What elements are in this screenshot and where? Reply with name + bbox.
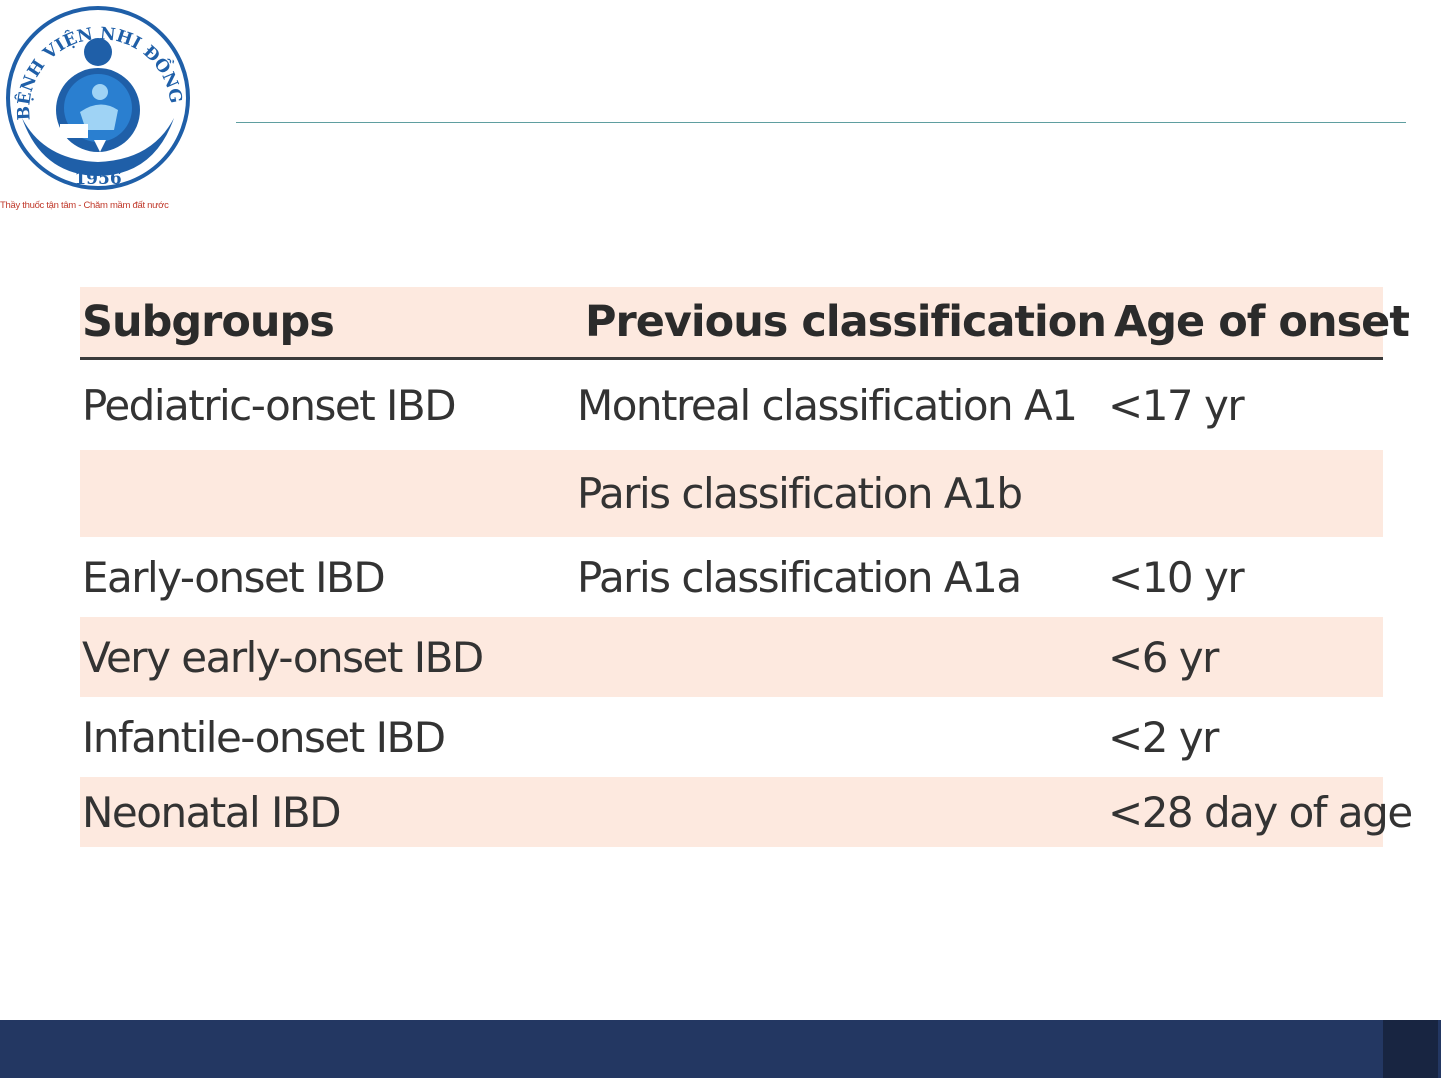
table-row: Infantile-onset IBD <2 yr (80, 697, 1383, 777)
header-previous-classification: Previous classification (585, 297, 1107, 347)
age-cell: <17 yr (1108, 380, 1245, 430)
table-row: Early-onset IBD Paris classification A1a… (80, 537, 1383, 617)
table-row: Pediatric-onset IBD Montreal classificat… (80, 360, 1383, 450)
ibd-classification-table: Subgroups Previous classification Age of… (80, 287, 1413, 847)
classification-cell: Montreal classification A1 (577, 380, 1078, 430)
header-divider (236, 122, 1406, 123)
footer-corner-block (1383, 1020, 1438, 1078)
logo-tagline: Thầy thuốc tận tâm - Chăm mầm đất nước (0, 200, 169, 211)
hospital-logo-emblem: BỆNH VIỆN NHI ĐỒNG I 1956 (2, 0, 190, 190)
age-cell: <10 yr (1108, 552, 1245, 602)
table-header-row: Subgroups Previous classification Age of… (80, 287, 1410, 360)
subgroup-cell: Early-onset IBD (82, 552, 386, 602)
header-age-of-onset: Age of onset (1114, 297, 1410, 347)
classification-cell: Paris classification A1b (577, 469, 1023, 518)
age-cell: <28 day of age (1108, 787, 1413, 837)
logo-year: 1956 (74, 169, 121, 189)
age-cell: <6 yr (1108, 632, 1219, 682)
footer-bar (0, 1020, 1441, 1078)
classification-cell: Paris classification A1a (577, 552, 1022, 602)
subgroup-cell: Pediatric-onset IBD (82, 380, 457, 430)
subgroup-cell: Infantile-onset IBD (82, 712, 446, 762)
table-row: Very early-onset IBD <6 yr (80, 617, 1383, 697)
table-row: Neonatal IBD <28 day of age (80, 777, 1413, 847)
table-row: Paris classification A1b (80, 450, 1383, 537)
header-subgroups: Subgroups (82, 297, 335, 347)
subgroup-cell: Neonatal IBD (82, 787, 342, 837)
hospital-logo: BỆNH VIỆN NHI ĐỒNG I 1956 Thầy thuốc tận… (0, 0, 200, 220)
age-cell: <2 yr (1108, 712, 1219, 762)
subgroup-cell: Very early-onset IBD (82, 632, 484, 682)
